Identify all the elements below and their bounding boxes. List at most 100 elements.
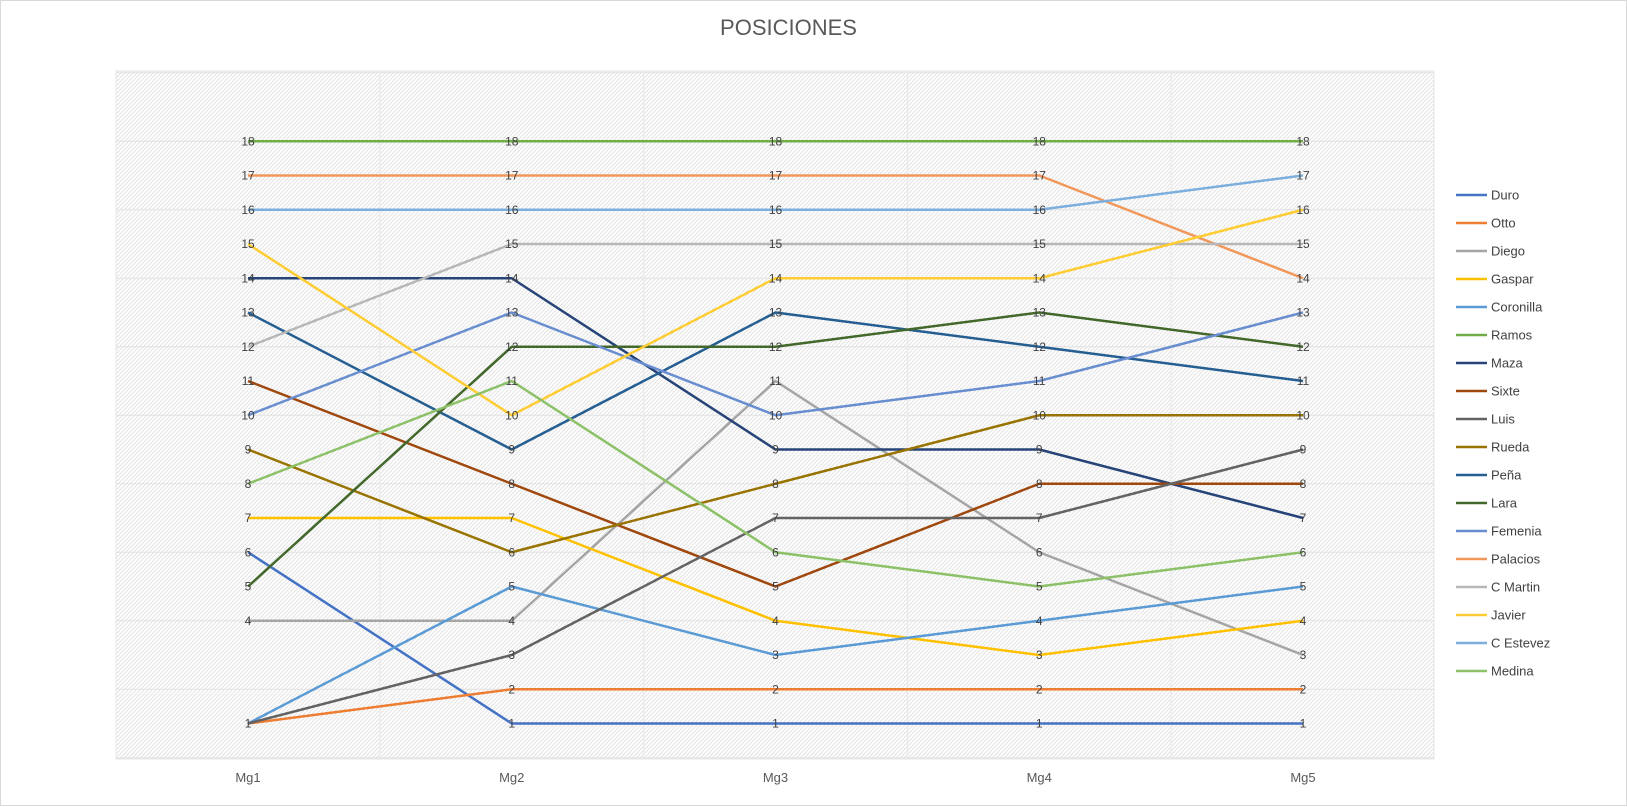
legend-label: Sixte <box>1491 384 1520 399</box>
data-label: 4 <box>245 614 252 628</box>
data-label: 4 <box>772 614 779 628</box>
legend-label: Luis <box>1491 412 1515 427</box>
data-label: 2 <box>1036 682 1043 696</box>
x-axis-ticks: Mg1 Mg2 Mg3 Mg4 Mg5 <box>235 770 1315 785</box>
data-label: 12 <box>241 340 255 354</box>
series-line-sixte <box>247 379 1303 588</box>
data-label: 16 <box>241 203 255 217</box>
data-label: 4 <box>1036 614 1043 628</box>
data-label: 16 <box>1033 203 1047 217</box>
legend-label: Peña <box>1491 468 1522 483</box>
data-label: 2 <box>772 682 779 696</box>
data-label: 17 <box>1033 169 1047 183</box>
data-label: 12 <box>1033 340 1047 354</box>
x-tick-label: Mg4 <box>1027 770 1052 785</box>
data-label: 17 <box>505 169 519 183</box>
data-label: 16 <box>769 203 783 217</box>
legend-label: Femenia <box>1491 524 1542 539</box>
data-label: 6 <box>1036 545 1043 559</box>
series-line-rueda <box>247 414 1303 554</box>
data-label: 11 <box>242 374 255 388</box>
legend-label: Duro <box>1491 188 1519 203</box>
series-line-c-martin <box>247 242 1303 348</box>
legend-label: Maza <box>1491 356 1524 371</box>
series-line-medina <box>247 379 1304 588</box>
data-label: 9 <box>1300 443 1307 457</box>
legend-label: Lara <box>1491 496 1518 511</box>
data-label: 15 <box>1296 237 1310 251</box>
data-label: 1 <box>245 717 252 731</box>
data-label: 3 <box>1300 648 1307 662</box>
data-label: 13 <box>1296 306 1310 320</box>
series-line-femenia <box>247 311 1304 417</box>
series-line-luis <box>247 448 1304 725</box>
data-label: 17 <box>769 169 783 183</box>
series-line-javier <box>247 208 1304 417</box>
data-label: 7 <box>245 511 252 525</box>
data-label: 18 <box>769 134 783 148</box>
legend-label: Palacios <box>1491 552 1541 567</box>
data-label: 4 <box>508 614 515 628</box>
data-label: 8 <box>1300 477 1307 491</box>
data-label: 6 <box>1300 545 1307 559</box>
data-label: 4 <box>1300 614 1307 628</box>
data-label: 10 <box>241 408 255 422</box>
data-label: 13 <box>769 306 783 320</box>
data-label: 7 <box>772 511 779 525</box>
data-label: 14 <box>769 271 783 285</box>
series-lines <box>247 140 1304 725</box>
data-label: 3 <box>772 648 779 662</box>
x-tick-label: Mg2 <box>499 770 524 785</box>
data-label: 17 <box>1296 169 1310 183</box>
data-label: 18 <box>1033 134 1047 148</box>
data-label: 5 <box>245 580 252 594</box>
data-label: 9 <box>245 443 252 457</box>
data-label: 8 <box>508 477 515 491</box>
legend-label: Otto <box>1491 216 1516 231</box>
data-label: 1 <box>508 717 515 731</box>
data-label: 5 <box>772 580 779 594</box>
data-label: 9 <box>772 443 779 457</box>
data-label: 16 <box>505 203 519 217</box>
data-label: 6 <box>245 545 252 559</box>
data-label: 7 <box>1036 511 1043 525</box>
data-label: 1 <box>1036 717 1043 731</box>
data-label: 18 <box>1296 134 1310 148</box>
legend: Duro Otto Diego Gaspar Coronilla Ramos Maza Six… <box>1456 188 1550 679</box>
legend-label: Javier <box>1491 608 1526 623</box>
series-line-otto <box>247 688 1303 725</box>
data-label: 14 <box>1296 271 1310 285</box>
data-label: 8 <box>1036 477 1043 491</box>
series-line-lara <box>247 311 1304 588</box>
data-label: 7 <box>508 511 515 525</box>
data-label: 18 <box>505 134 519 148</box>
data-label: 5 <box>508 580 515 594</box>
data-label: 3 <box>1036 648 1043 662</box>
data-label: 6 <box>772 545 779 559</box>
data-label: 8 <box>245 477 252 491</box>
data-label: 2 <box>1300 682 1307 696</box>
legend-label: Medina <box>1491 664 1534 679</box>
series-line-c-estevez <box>248 174 1304 211</box>
legend-label: Gaspar <box>1491 272 1534 287</box>
data-label: 10 <box>1296 408 1310 422</box>
legend-label: Coronilla <box>1491 300 1543 315</box>
legend-label: C Estevez <box>1491 636 1550 651</box>
data-label: 1 <box>1300 717 1307 731</box>
chart-title: POSICIONES <box>720 15 857 40</box>
data-label: 3 <box>508 648 515 662</box>
series-line-palacios <box>248 174 1304 280</box>
x-tick-label: Mg1 <box>235 770 260 785</box>
legend-label: Diego <box>1491 244 1525 259</box>
data-label: 15 <box>505 237 519 251</box>
data-label: 14 <box>505 271 519 285</box>
data-label: 15 <box>769 237 783 251</box>
data-label: 14 <box>241 271 255 285</box>
data-label: 10 <box>1033 408 1047 422</box>
data-label: 12 <box>505 340 519 354</box>
data-label: 9 <box>508 443 515 457</box>
data-label: 18 <box>241 134 255 148</box>
data-label: 5 <box>1036 580 1043 594</box>
